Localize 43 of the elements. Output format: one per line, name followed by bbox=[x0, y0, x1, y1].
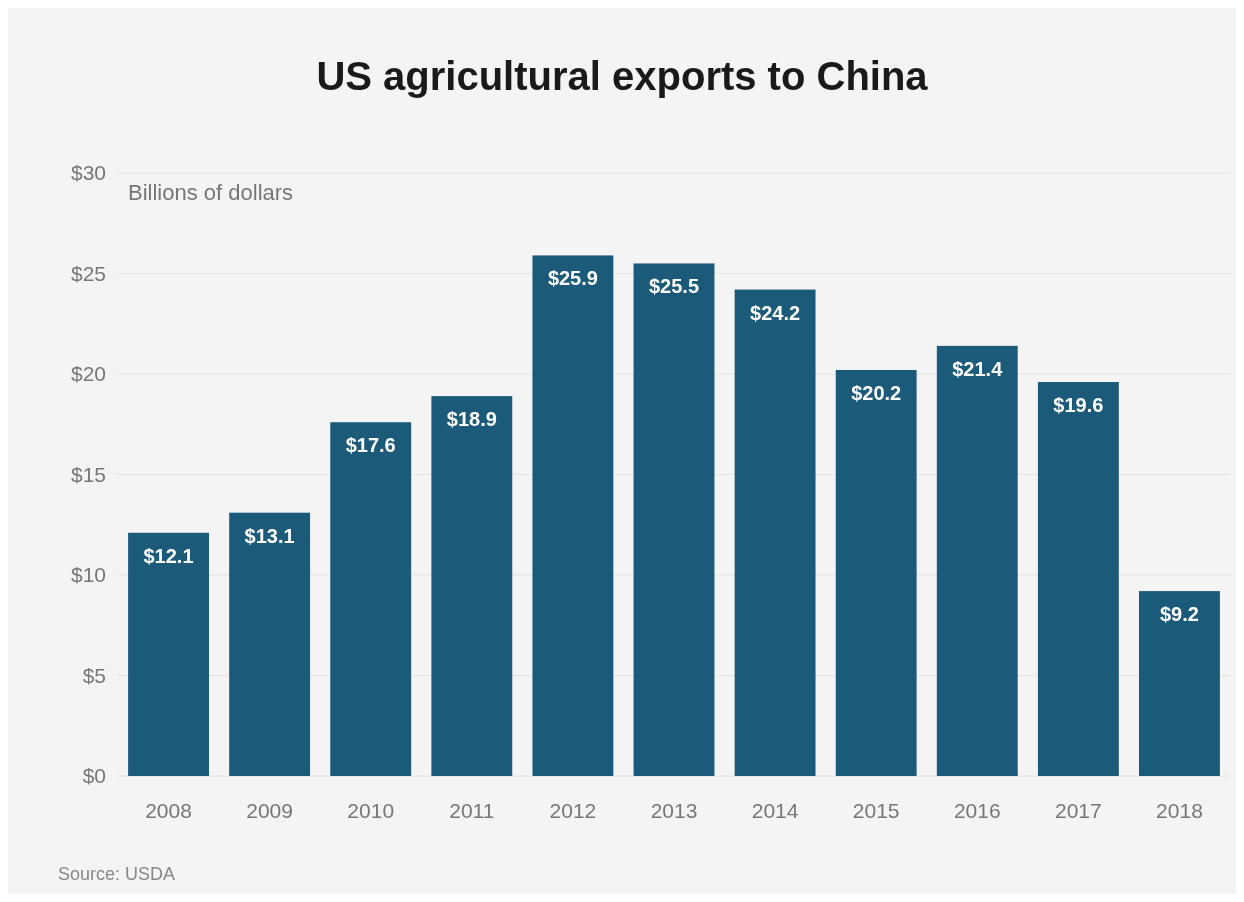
y-tick-label: $30 bbox=[70, 161, 106, 185]
y-tick-label: $10 bbox=[70, 563, 106, 587]
x-tick-label: 2017 bbox=[1055, 799, 1102, 822]
x-tick-label: 2012 bbox=[549, 799, 597, 822]
x-tick-label: 2013 bbox=[650, 799, 698, 822]
data-label: $13.1 bbox=[244, 524, 295, 547]
bar bbox=[532, 255, 614, 776]
x-tick-label: 2010 bbox=[347, 799, 395, 822]
data-label: $18.9 bbox=[446, 408, 497, 431]
data-label: $24.2 bbox=[750, 301, 801, 324]
x-tick-label: 2009 bbox=[246, 799, 293, 822]
source-note: Source: USDA bbox=[58, 864, 176, 884]
data-label: $19.6 bbox=[1053, 394, 1104, 417]
x-tick-label: 2014 bbox=[751, 799, 799, 822]
data-label: $12.1 bbox=[143, 544, 194, 567]
x-tick-label: 2015 bbox=[852, 799, 900, 822]
x-tick-label: 2018 bbox=[1156, 799, 1203, 822]
bar bbox=[1037, 382, 1119, 776]
y-tick-label: $25 bbox=[70, 261, 106, 285]
bar bbox=[633, 263, 715, 776]
bar bbox=[330, 422, 412, 776]
y-tick-label: $5 bbox=[82, 663, 106, 687]
y-tick-label: $0 bbox=[82, 764, 106, 788]
x-tick-label: 2011 bbox=[449, 799, 495, 822]
data-label: $25.5 bbox=[648, 275, 700, 298]
data-label: $20.2 bbox=[851, 381, 902, 404]
bar bbox=[835, 369, 917, 776]
x-tick-label: 2016 bbox=[953, 799, 1001, 822]
bar bbox=[936, 345, 1018, 776]
chart-title: US agricultural exports to China bbox=[316, 54, 929, 98]
bar bbox=[229, 512, 311, 776]
x-tick-label: 2008 bbox=[145, 799, 192, 822]
y-tick-label: $15 bbox=[70, 462, 106, 486]
bar bbox=[1139, 591, 1220, 776]
y-tick-label: $20 bbox=[70, 362, 106, 386]
data-label: $17.6 bbox=[345, 434, 396, 457]
data-label: $21.4 bbox=[952, 357, 1004, 380]
data-label: $25.9 bbox=[547, 267, 598, 290]
bar bbox=[431, 396, 513, 776]
bar bbox=[734, 289, 816, 776]
bar bbox=[128, 532, 209, 776]
data-label: $9.2 bbox=[1159, 603, 1199, 626]
y-axis-title: Billions of dollars bbox=[128, 180, 294, 205]
